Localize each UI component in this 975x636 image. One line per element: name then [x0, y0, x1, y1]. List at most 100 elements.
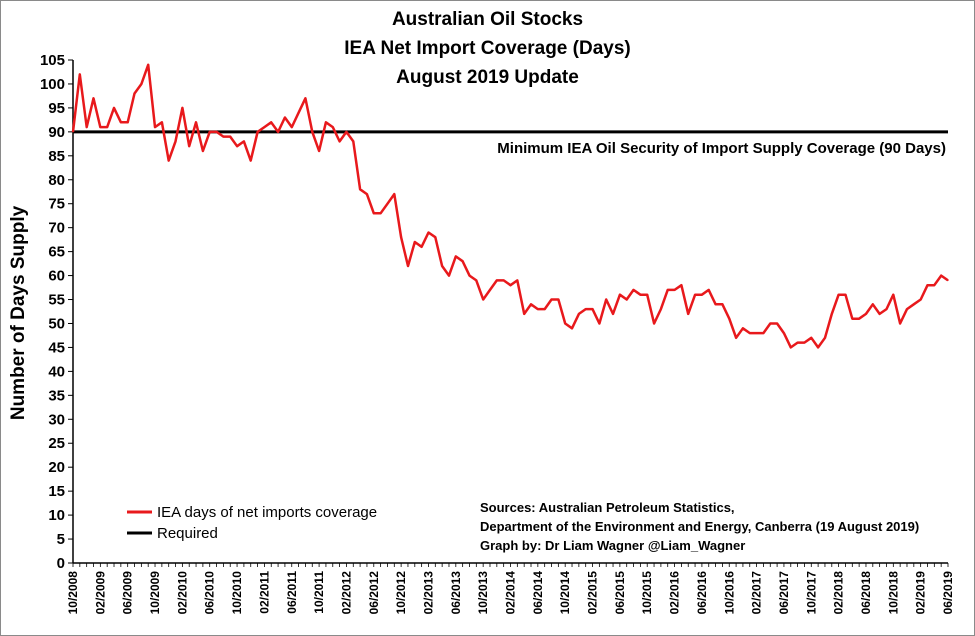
data-point — [209, 131, 211, 133]
sources-line-3: Graph by: Dr Liam Wagner @Liam_Wagner — [480, 538, 745, 553]
data-point — [304, 97, 307, 99]
data-point — [755, 332, 758, 334]
data-point — [824, 337, 826, 339]
x-tick-label: 10/2011 — [312, 571, 326, 614]
data-point — [284, 116, 286, 119]
x-tick-label: 02/2014 — [504, 571, 518, 615]
data-point — [277, 131, 279, 133]
data-point — [537, 308, 539, 310]
data-point — [591, 308, 594, 310]
data-point — [366, 193, 368, 195]
series-line-iea-coverage — [71, 63, 949, 349]
data-point — [605, 298, 607, 301]
data-point — [434, 236, 436, 238]
data-point — [482, 298, 484, 301]
x-tick-label: 02/2009 — [93, 571, 107, 615]
data-point — [660, 308, 662, 310]
data-point — [885, 308, 888, 310]
data-point — [297, 112, 300, 114]
x-tick-label: 02/2017 — [750, 571, 764, 615]
y-tick-label: 80 — [48, 172, 65, 189]
x-tick-label: 10/2010 — [230, 571, 244, 615]
x-tick-label: 10/2014 — [558, 571, 572, 615]
data-point — [585, 308, 587, 310]
x-tick-label: 10/2009 — [148, 571, 162, 615]
data-point — [612, 313, 614, 315]
data-point — [448, 274, 450, 277]
x-tick-label: 02/2012 — [339, 571, 353, 615]
x-tick-label: 10/2008 — [66, 571, 80, 615]
data-point — [687, 313, 689, 315]
data-point — [557, 298, 559, 301]
data-point — [161, 121, 163, 123]
data-point — [844, 294, 847, 296]
x-tick-label: 06/2011 — [285, 571, 299, 614]
data-point — [325, 121, 327, 123]
x-tick-label: 02/2011 — [257, 571, 271, 614]
data-point — [202, 150, 204, 152]
y-tick-label: 75 — [48, 196, 65, 213]
data-point — [714, 303, 717, 305]
data-point — [113, 107, 115, 109]
x-tick-label: 06/2014 — [531, 571, 545, 615]
data-point — [708, 289, 710, 291]
data-point — [578, 313, 580, 315]
x-tick-label: 06/2015 — [613, 571, 627, 615]
data-point — [489, 289, 491, 291]
x-tick-label: 06/2019 — [941, 571, 955, 615]
x-tick-label: 02/2013 — [421, 571, 435, 615]
data-point — [571, 327, 573, 329]
chart-title-line-2: IEA Net Import Coverage (Days) — [344, 38, 631, 59]
data-point — [215, 131, 218, 133]
data-point — [516, 279, 518, 281]
data-point — [222, 136, 224, 138]
data-point — [776, 322, 778, 325]
data-point — [646, 294, 648, 296]
data-point — [721, 303, 724, 305]
threshold-annotation: Minimum IEA Oil Security of Import Suppl… — [497, 140, 946, 157]
x-tick-label: 02/2010 — [175, 571, 189, 615]
y-tick-label: 55 — [48, 292, 65, 309]
x-tick-label: 06/2013 — [449, 571, 463, 615]
data-point — [168, 160, 170, 162]
x-tick-label: 06/2016 — [695, 571, 709, 615]
data-point — [174, 140, 177, 143]
x-tick-label: 10/2012 — [394, 571, 408, 615]
data-point — [913, 303, 915, 305]
y-tick-label: 15 — [48, 483, 65, 500]
data-point — [680, 284, 682, 286]
data-point — [79, 73, 81, 75]
data-point — [400, 236, 402, 238]
sources-line-2: Department of the Environment and Energy… — [480, 519, 919, 534]
data-point — [797, 342, 799, 344]
data-point — [318, 150, 320, 152]
y-tick-label: 10 — [48, 507, 65, 524]
x-tick-label: 02/2015 — [586, 571, 600, 615]
data-point — [626, 298, 628, 301]
data-point — [550, 298, 553, 301]
data-point — [380, 212, 382, 214]
data-point — [783, 332, 785, 334]
y-axis-ticks: 0 5 10 15 20 25 30 35 40 45 50 55 60 65 70 75 80 85 90 95 10… — [40, 52, 73, 572]
data-point — [441, 265, 443, 267]
data-point — [879, 313, 881, 315]
x-axis-ticks: 10/2008 02/2009 06/2009 10/2009 02/2010 06/20… — [66, 563, 955, 614]
data-point — [523, 313, 525, 315]
data-point — [250, 160, 252, 162]
y-tick-label: 70 — [48, 220, 65, 237]
data-point — [462, 260, 464, 262]
data-point — [920, 298, 922, 301]
data-point — [653, 322, 655, 325]
y-tick-label: 35 — [48, 387, 65, 404]
data-point — [468, 274, 471, 277]
data-point — [831, 313, 833, 315]
x-tick-label: 10/2018 — [886, 571, 900, 615]
y-tick-label: 105 — [40, 52, 65, 69]
data-point — [694, 294, 696, 296]
data-point — [735, 337, 737, 339]
data-point — [359, 188, 361, 190]
data-point — [256, 131, 259, 133]
data-point — [639, 294, 641, 296]
y-tick-label: 90 — [48, 124, 65, 141]
